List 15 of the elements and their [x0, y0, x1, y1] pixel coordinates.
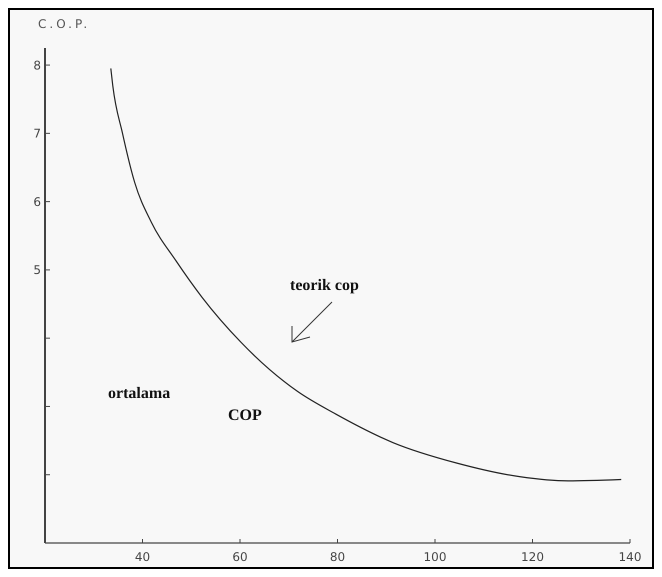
- y-axis-title: C.O.P.: [38, 17, 90, 31]
- annotation: COP: [228, 407, 262, 424]
- x-tick-label: 80: [330, 550, 346, 564]
- annotation: ortalama: [108, 385, 170, 402]
- x-tick-label: 60: [232, 550, 248, 564]
- y-tick-label: 5: [33, 263, 41, 278]
- y-tick-label: 8: [33, 58, 41, 72]
- x-tick-label: 40: [134, 550, 150, 564]
- y-tick-label: 7: [33, 126, 41, 141]
- x-tick-label: 140: [618, 550, 642, 564]
- x-tick-label: 100: [424, 550, 446, 564]
- y-tick-label: 6: [33, 194, 41, 209]
- line-series: [110, 68, 622, 482]
- x-tick-label: 120: [521, 550, 544, 564]
- annotation: teorik cop: [290, 277, 359, 294]
